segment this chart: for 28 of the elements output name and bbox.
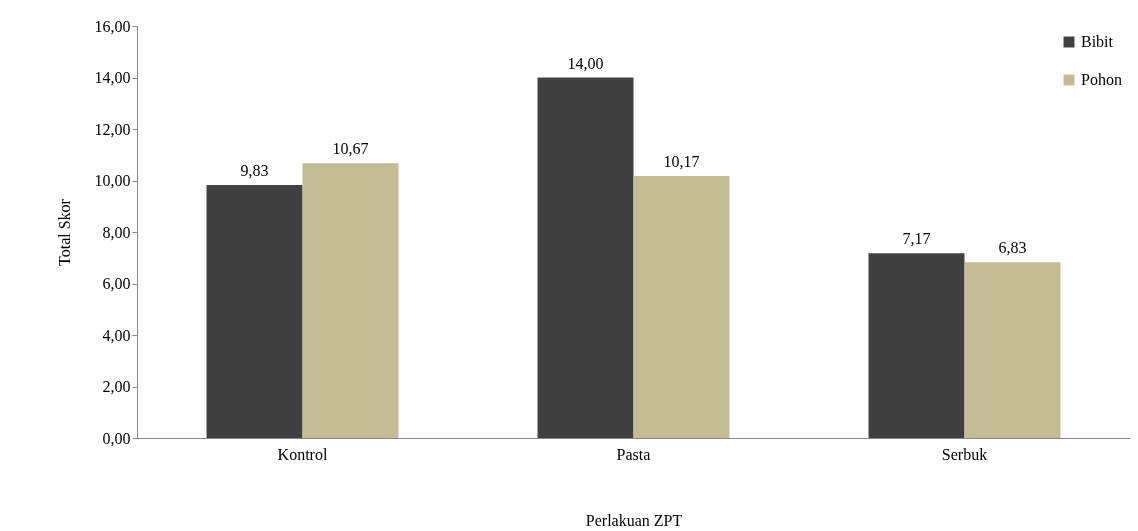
data-label: 14,00: [567, 54, 604, 72]
y-tick-label: 8,00: [102, 223, 131, 241]
y-tick-label: 12,00: [94, 120, 131, 138]
bar: [964, 262, 1061, 438]
data-label: 7,17: [902, 230, 931, 248]
y-tick-label: 6,00: [102, 275, 131, 292]
bar: [537, 77, 634, 438]
y-tick-label: 14,00: [94, 69, 131, 86]
bar: [633, 176, 730, 438]
x-tick-label: Pasta: [616, 445, 651, 463]
data-label: 9,83: [240, 161, 269, 179]
bar: [868, 253, 965, 438]
x-axis-title: Perlakuan ZPT: [585, 511, 683, 529]
x-tick-label: Kontrol: [277, 445, 328, 463]
data-label: 10,17: [663, 153, 700, 171]
legend-label: Pohon: [1081, 71, 1122, 88]
y-tick-label: 10,00: [94, 172, 131, 189]
bar: [206, 184, 303, 438]
y-tick-label: 16,00: [94, 17, 131, 35]
x-tick-label: Serbuk: [941, 445, 988, 463]
legend-label: Bibit: [1081, 33, 1114, 50]
y-tick-label: 4,00: [102, 326, 131, 344]
y-tick-label: 0,00: [102, 429, 131, 447]
bar: [302, 163, 399, 438]
data-label: 6,83: [998, 239, 1027, 257]
y-axis-title: Total Skor: [55, 198, 73, 266]
y-tick-label: 2,00: [102, 378, 131, 395]
data-label: 10,67: [332, 140, 369, 158]
